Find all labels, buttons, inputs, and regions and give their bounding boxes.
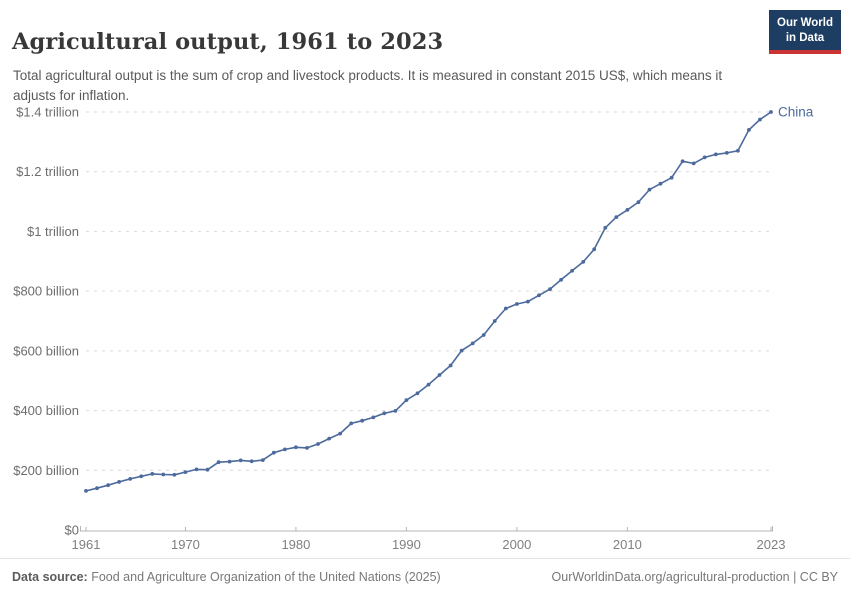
- chart-subtitle: Total agricultural output is the sum of …: [13, 67, 723, 103]
- data-source: Data source: Food and Agriculture Organi…: [12, 570, 441, 584]
- data-point-marker[interactable]: [526, 299, 530, 304]
- data-point-marker[interactable]: [713, 152, 718, 157]
- data-point-marker[interactable]: [459, 348, 464, 353]
- y-axis-tick-label: $400 billion: [13, 403, 79, 418]
- x-axis-tick-label: 1980: [281, 537, 310, 552]
- data-point-marker[interactable]: [548, 287, 552, 291]
- data-point-marker[interactable]: [503, 306, 508, 311]
- data-point-marker[interactable]: [691, 161, 696, 166]
- owid-logo-line2: in Data: [785, 31, 825, 44]
- data-point-marker[interactable]: [492, 319, 497, 323]
- y-axis-tick-label: $800 billion: [13, 284, 79, 299]
- data-point-marker[interactable]: [758, 117, 762, 122]
- data-point-marker[interactable]: [227, 459, 232, 464]
- data-point-marker[interactable]: [172, 472, 177, 477]
- data-point-marker[interactable]: [95, 486, 99, 491]
- data-point-marker[interactable]: [194, 467, 199, 472]
- data-point-marker[interactable]: [581, 260, 586, 264]
- data-point-marker[interactable]: [316, 442, 320, 446]
- data-point-marker[interactable]: [338, 431, 342, 436]
- data-point-marker[interactable]: [481, 333, 486, 337]
- y-axis-tick-label: $1 trillion: [27, 224, 79, 239]
- data-point-marker[interactable]: [128, 477, 133, 481]
- data-point-marker[interactable]: [515, 302, 519, 306]
- series-label-china[interactable]: China: [778, 105, 814, 120]
- y-axis-tick-label: $0: [65, 523, 79, 538]
- data-point-marker[interactable]: [294, 445, 298, 450]
- data-point-marker[interactable]: [349, 421, 354, 426]
- data-point-marker[interactable]: [393, 409, 398, 413]
- data-point-marker[interactable]: [559, 277, 563, 282]
- data-point-marker[interactable]: [360, 418, 365, 423]
- data-point-marker[interactable]: [426, 382, 431, 387]
- y-axis-tick-label: $1.4 trillion: [16, 105, 79, 120]
- x-axis-tick-label: 1970: [171, 537, 200, 552]
- x-axis-tick-label: 2023: [757, 537, 786, 552]
- data-point-marker[interactable]: [305, 446, 309, 450]
- data-point-marker[interactable]: [106, 483, 110, 488]
- data-point-marker[interactable]: [437, 373, 442, 377]
- x-axis-tick-label: 2000: [502, 537, 531, 552]
- data-point-marker[interactable]: [603, 225, 608, 230]
- data-point-marker[interactable]: [139, 474, 144, 479]
- data-point-marker[interactable]: [736, 148, 740, 153]
- data-point-marker[interactable]: [371, 415, 376, 420]
- data-point-marker[interactable]: [249, 459, 254, 464]
- data-point-marker[interactable]: [150, 472, 155, 476]
- data-point-marker[interactable]: [647, 187, 652, 192]
- data-point-marker[interactable]: [216, 460, 221, 465]
- data-source-text: Food and Agriculture Organization of the…: [87, 570, 441, 584]
- data-source-label: Data source:: [12, 570, 88, 584]
- data-point-marker[interactable]: [117, 480, 121, 484]
- data-point-marker[interactable]: [238, 458, 243, 463]
- data-point-marker[interactable]: [448, 363, 453, 368]
- y-axis-tick-label: $200 billion: [13, 463, 79, 478]
- data-point-marker[interactable]: [404, 398, 409, 402]
- y-axis-tick-label: $600 billion: [13, 343, 79, 358]
- chart-footer: Data source: Food and Agriculture Organi…: [0, 558, 850, 600]
- data-point-marker[interactable]: [382, 411, 387, 416]
- x-axis-tick-label: 1990: [392, 537, 421, 552]
- series-markers-china[interactable]: [84, 110, 773, 493]
- data-point-marker[interactable]: [747, 127, 751, 132]
- data-point-marker[interactable]: [415, 391, 420, 396]
- data-point-marker[interactable]: [271, 450, 276, 455]
- y-axis-tick-label: $1.2 trillion: [16, 164, 79, 179]
- data-point-marker[interactable]: [205, 467, 210, 472]
- data-point-marker[interactable]: [625, 208, 630, 212]
- series-line-china[interactable]: [85, 111, 772, 492]
- data-point-marker[interactable]: [161, 472, 166, 477]
- owid-logo[interactable]: Our World in Data: [769, 10, 841, 54]
- data-point-marker[interactable]: [592, 247, 597, 252]
- data-point-marker[interactable]: [669, 175, 674, 180]
- data-point-marker[interactable]: [327, 436, 331, 441]
- data-point-marker[interactable]: [283, 447, 287, 452]
- data-point-marker[interactable]: [84, 489, 88, 493]
- x-axis-tick-label: 2010: [613, 537, 642, 552]
- data-point-marker[interactable]: [614, 215, 619, 220]
- data-point-marker[interactable]: [702, 155, 707, 160]
- x-axis-tick-label: 1961: [72, 537, 101, 552]
- data-point-marker[interactable]: [570, 268, 574, 273]
- owid-link-and-license[interactable]: OurWorldinData.org/agricultural-producti…: [551, 570, 838, 584]
- data-point-marker[interactable]: [636, 200, 641, 205]
- data-point-marker[interactable]: [537, 293, 541, 298]
- data-point-marker[interactable]: [680, 159, 685, 164]
- data-point-marker[interactable]: [470, 341, 475, 346]
- data-point-marker[interactable]: [724, 151, 729, 155]
- data-point-marker[interactable]: [183, 470, 188, 474]
- page-title: Agricultural output, 1961 to 2023: [12, 29, 444, 56]
- data-point-marker[interactable]: [769, 110, 773, 114]
- owid-logo-line1: Our World: [777, 17, 834, 29]
- data-point-marker[interactable]: [260, 458, 265, 462]
- data-point-marker[interactable]: [658, 181, 663, 186]
